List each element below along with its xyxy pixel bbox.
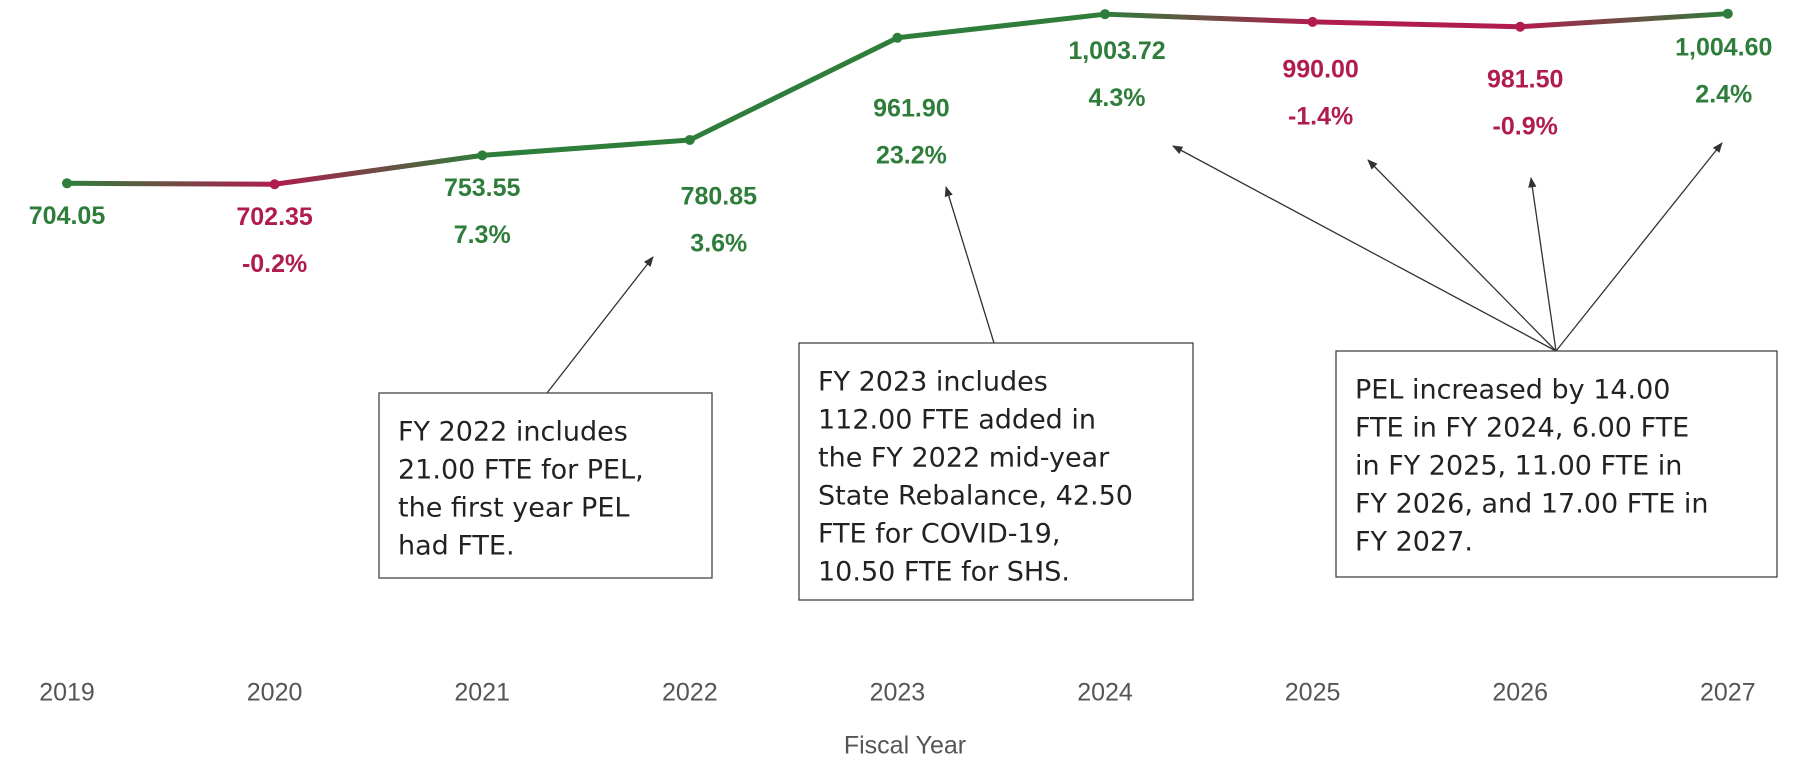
point xyxy=(892,32,903,43)
annotation-text: FTE for COVID-19, xyxy=(818,519,1060,550)
annotation-arrows xyxy=(546,142,1723,394)
change-label: 2.4% xyxy=(1695,80,1752,108)
point xyxy=(1100,9,1110,20)
x-tick-label: 2022 xyxy=(662,679,718,707)
annotation-text: FY 2023 includes xyxy=(818,367,1048,398)
annotation-text: FY 2022 includes xyxy=(398,417,628,448)
point xyxy=(1722,8,1733,19)
arrow xyxy=(1528,176,1557,352)
value-label: 981.50 xyxy=(1487,65,1563,93)
value-label: 702.35 xyxy=(236,203,313,231)
annotation-text: 21.00 FTE for PEL, xyxy=(398,455,644,486)
x-tick-label: 2019 xyxy=(39,679,95,707)
arrow xyxy=(1555,142,1723,352)
point xyxy=(1515,21,1526,32)
annotation-text: had FTE. xyxy=(398,531,515,562)
change-label: 3.6% xyxy=(690,230,747,258)
point xyxy=(269,179,280,190)
arrow xyxy=(546,256,654,394)
x-tick-label: 2027 xyxy=(1700,679,1756,707)
change-label: -0.9% xyxy=(1493,112,1558,140)
change-label: 23.2% xyxy=(876,141,947,169)
x-tick-label: 2024 xyxy=(1077,679,1133,707)
value-label: 753.55 xyxy=(444,174,521,202)
change-label: -1.4% xyxy=(1288,103,1353,131)
x-tick-label: 2021 xyxy=(454,679,510,707)
point xyxy=(62,178,72,189)
annotation-box xyxy=(378,392,713,579)
point xyxy=(684,134,695,145)
value-label: 704.05 xyxy=(29,202,106,230)
value-label: 1,003.72 xyxy=(1068,37,1165,65)
point xyxy=(477,150,488,161)
annotation-box xyxy=(798,342,1194,601)
annotation-text: FY 2026, and 17.00 FTE in xyxy=(1355,489,1709,520)
annotation-text: FTE in FY 2024, 6.00 FTE xyxy=(1355,413,1689,444)
x-axis-label: Fiscal Year xyxy=(844,732,966,760)
value-label: 1,004.60 xyxy=(1675,33,1772,61)
annotation-text: the first year PEL xyxy=(398,493,629,524)
annotation-text: State Rebalance, 42.50 xyxy=(818,481,1133,512)
change-label: 4.3% xyxy=(1089,84,1146,112)
arrow xyxy=(944,186,995,344)
annotation-text: FY 2027. xyxy=(1355,527,1473,558)
value-label: 990.00 xyxy=(1282,56,1358,84)
arrow xyxy=(1367,159,1557,352)
x-tick-label: 2026 xyxy=(1492,679,1548,707)
x-tick-label: 2025 xyxy=(1285,679,1341,707)
change-label: -0.2% xyxy=(242,250,307,278)
annotation-box xyxy=(1335,350,1778,578)
value-label: 961.90 xyxy=(873,94,949,122)
value-label: 780.85 xyxy=(681,183,758,211)
annotation-text: the FY 2022 mid-year xyxy=(818,443,1110,474)
annotation-text: 112.00 FTE added in xyxy=(818,405,1096,436)
change-label: 7.3% xyxy=(454,221,511,249)
arrow xyxy=(1172,145,1557,352)
annotation-text: PEL increased by 14.00 xyxy=(1355,375,1670,406)
annotation-text: 10.50 FTE for SHS. xyxy=(818,557,1070,588)
x-tick-label: 2020 xyxy=(247,679,303,707)
x-tick-label: 2023 xyxy=(870,679,926,707)
point xyxy=(1307,16,1318,27)
annotation-text: in FY 2025, 11.00 FTE in xyxy=(1355,451,1682,482)
